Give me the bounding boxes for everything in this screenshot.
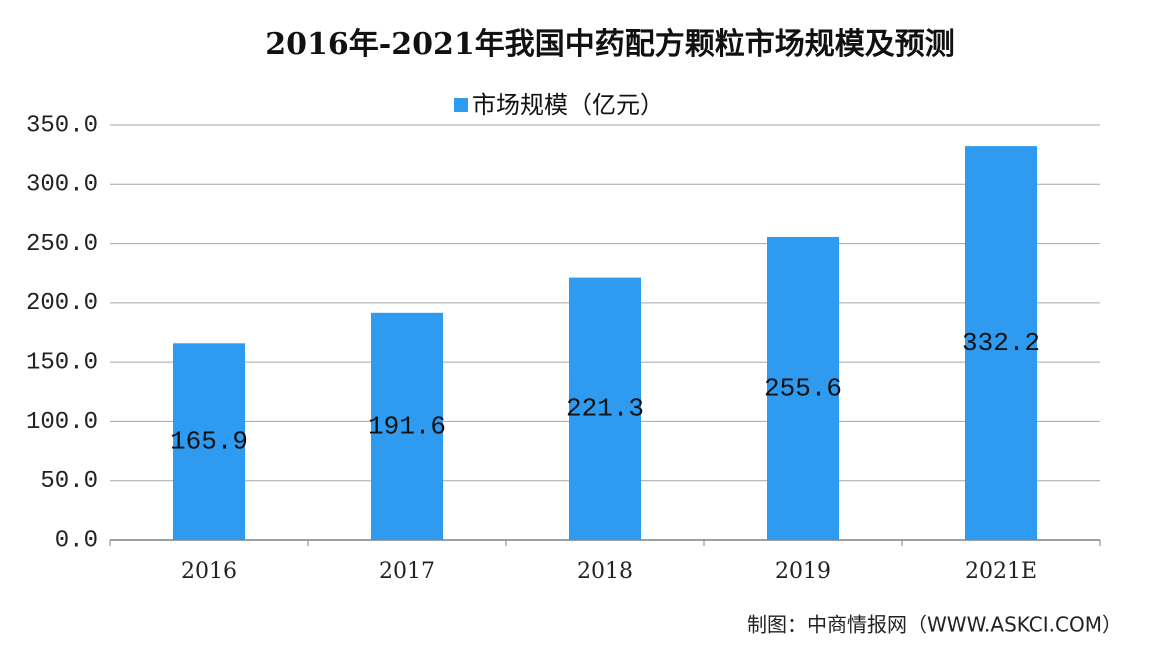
- value-label: 165.9: [170, 427, 248, 457]
- bar: [569, 277, 641, 540]
- value-label: 255.6: [764, 373, 842, 403]
- x-tick-label: 2019: [775, 559, 831, 584]
- y-tick-label: 150.0: [26, 349, 98, 376]
- y-tick-label: 300.0: [26, 172, 98, 199]
- x-tick-label: 2021E: [965, 559, 1037, 584]
- value-label: 191.6: [368, 411, 446, 441]
- x-tick-label: 2017: [379, 559, 435, 584]
- bar: [965, 146, 1037, 540]
- value-label: 332.2: [962, 328, 1040, 358]
- y-tick-label: 50.0: [40, 468, 98, 495]
- y-tick-label: 250.0: [26, 231, 98, 258]
- y-tick-label: 200.0: [26, 290, 98, 317]
- bar: [173, 343, 245, 540]
- legend-label: 市场规模（亿元）: [472, 91, 664, 119]
- value-label: 221.3: [566, 394, 644, 424]
- x-tick-label: 2016: [181, 559, 237, 584]
- bar: [371, 312, 443, 540]
- y-tick-label: 0.0: [55, 527, 98, 554]
- chart-title: 2016年-2021年我国中药配方颗粒市场规模及预测: [265, 27, 954, 62]
- bar: [767, 236, 839, 540]
- source-note: 制图：中商情报网（WWW.ASKCI.COM）: [747, 613, 1122, 637]
- legend-swatch: [454, 98, 468, 112]
- y-tick-label: 100.0: [26, 409, 98, 436]
- x-tick-label: 2018: [577, 559, 633, 584]
- y-tick-label: 350.0: [26, 112, 98, 139]
